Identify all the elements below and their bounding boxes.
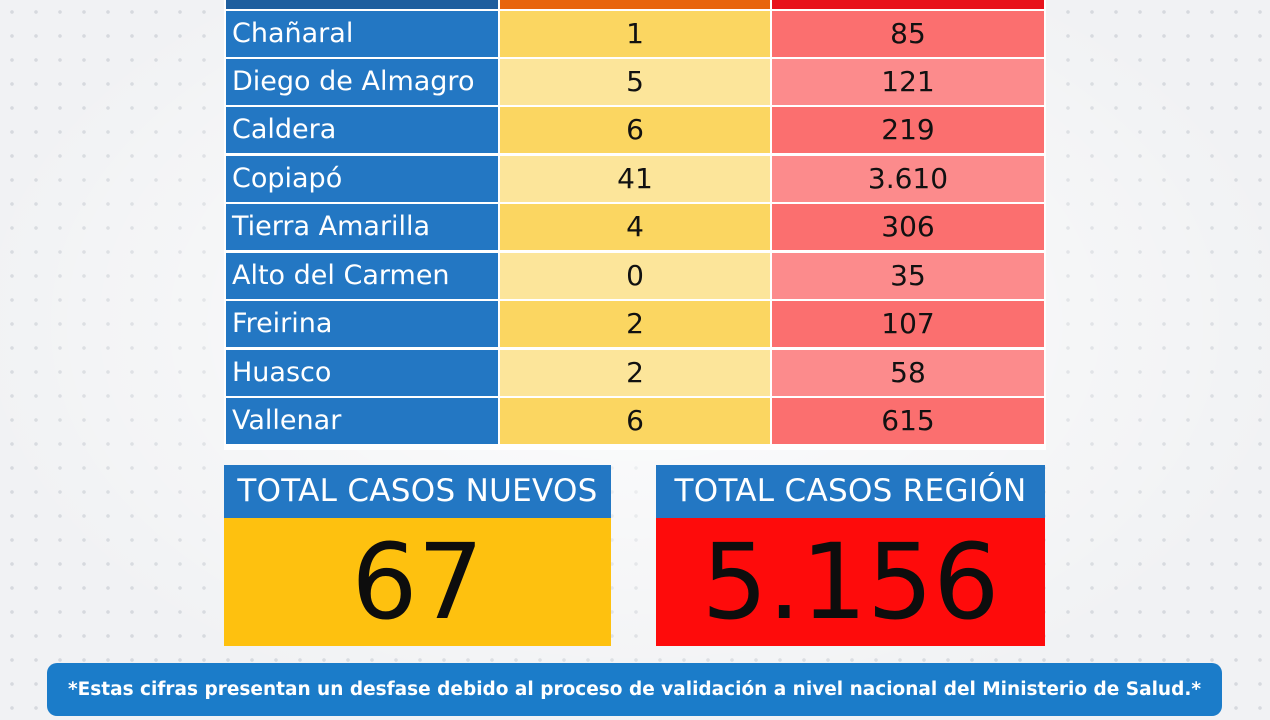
total-cases-value: 58 — [772, 350, 1044, 396]
new-cases-value: 2 — [500, 301, 770, 347]
new-cases-value: 0 — [500, 253, 770, 299]
table-row: Caldera 6 219 — [224, 107, 1046, 153]
table-row: Alto del Carmen 0 35 — [224, 253, 1046, 299]
commune-name: Vallenar — [226, 398, 498, 444]
commune-name: Diego de Almagro — [226, 59, 498, 105]
new-cases-value: 6 — [500, 398, 770, 444]
new-cases-value: 6 — [500, 107, 770, 153]
new-cases-value: 5 — [500, 59, 770, 105]
commune-name: Chañaral — [226, 11, 498, 57]
table-row: Freirina 2 107 — [224, 301, 1046, 347]
total-new-cases-value: 67 — [224, 518, 611, 646]
total-new-cases-label: TOTAL CASOS NUEVOS — [224, 465, 611, 518]
table-row: Vallenar 6 615 — [224, 398, 1046, 444]
table-row: Diego de Almagro 5 121 — [224, 59, 1046, 105]
new-cases-value: 4 — [500, 204, 770, 250]
table-row: Copiapó 41 3.610 — [224, 156, 1046, 202]
new-cases-value: 41 — [500, 156, 770, 202]
commune-name: Copiapó — [226, 156, 498, 202]
total-cases-value: 35 — [772, 253, 1044, 299]
commune-name: Tierra Amarilla — [226, 204, 498, 250]
header-total-cases — [772, 0, 1044, 9]
new-cases-value: 1 — [500, 11, 770, 57]
total-region-cases-label: TOTAL CASOS REGIÓN — [656, 465, 1045, 518]
cases-table: Chañaral 1 85 Diego de Almagro 5 121 Cal… — [224, 0, 1046, 450]
total-cases-value: 615 — [772, 398, 1044, 444]
table-row: Chañaral 1 85 — [224, 11, 1046, 57]
table-row: Tierra Amarilla 4 306 — [224, 204, 1046, 250]
total-region-cases-value: 5.156 — [656, 518, 1045, 646]
commune-name: Freirina — [226, 301, 498, 347]
commune-name: Caldera — [226, 107, 498, 153]
total-new-cases-box: TOTAL CASOS NUEVOS 67 — [224, 465, 611, 646]
total-cases-value: 121 — [772, 59, 1044, 105]
total-cases-value: 306 — [772, 204, 1044, 250]
total-cases-value: 219 — [772, 107, 1044, 153]
total-cases-value: 107 — [772, 301, 1044, 347]
commune-name: Huasco — [226, 350, 498, 396]
commune-name: Alto del Carmen — [226, 253, 498, 299]
new-cases-value: 2 — [500, 350, 770, 396]
header-commune — [226, 0, 498, 9]
disclaimer-note: *Estas cifras presentan un desfase debid… — [47, 663, 1222, 716]
total-cases-value: 85 — [772, 11, 1044, 57]
table-row: Huasco 2 58 — [224, 350, 1046, 396]
total-cases-value: 3.610 — [772, 156, 1044, 202]
header-new-cases — [500, 0, 770, 9]
total-region-cases-box: TOTAL CASOS REGIÓN 5.156 — [656, 465, 1045, 646]
